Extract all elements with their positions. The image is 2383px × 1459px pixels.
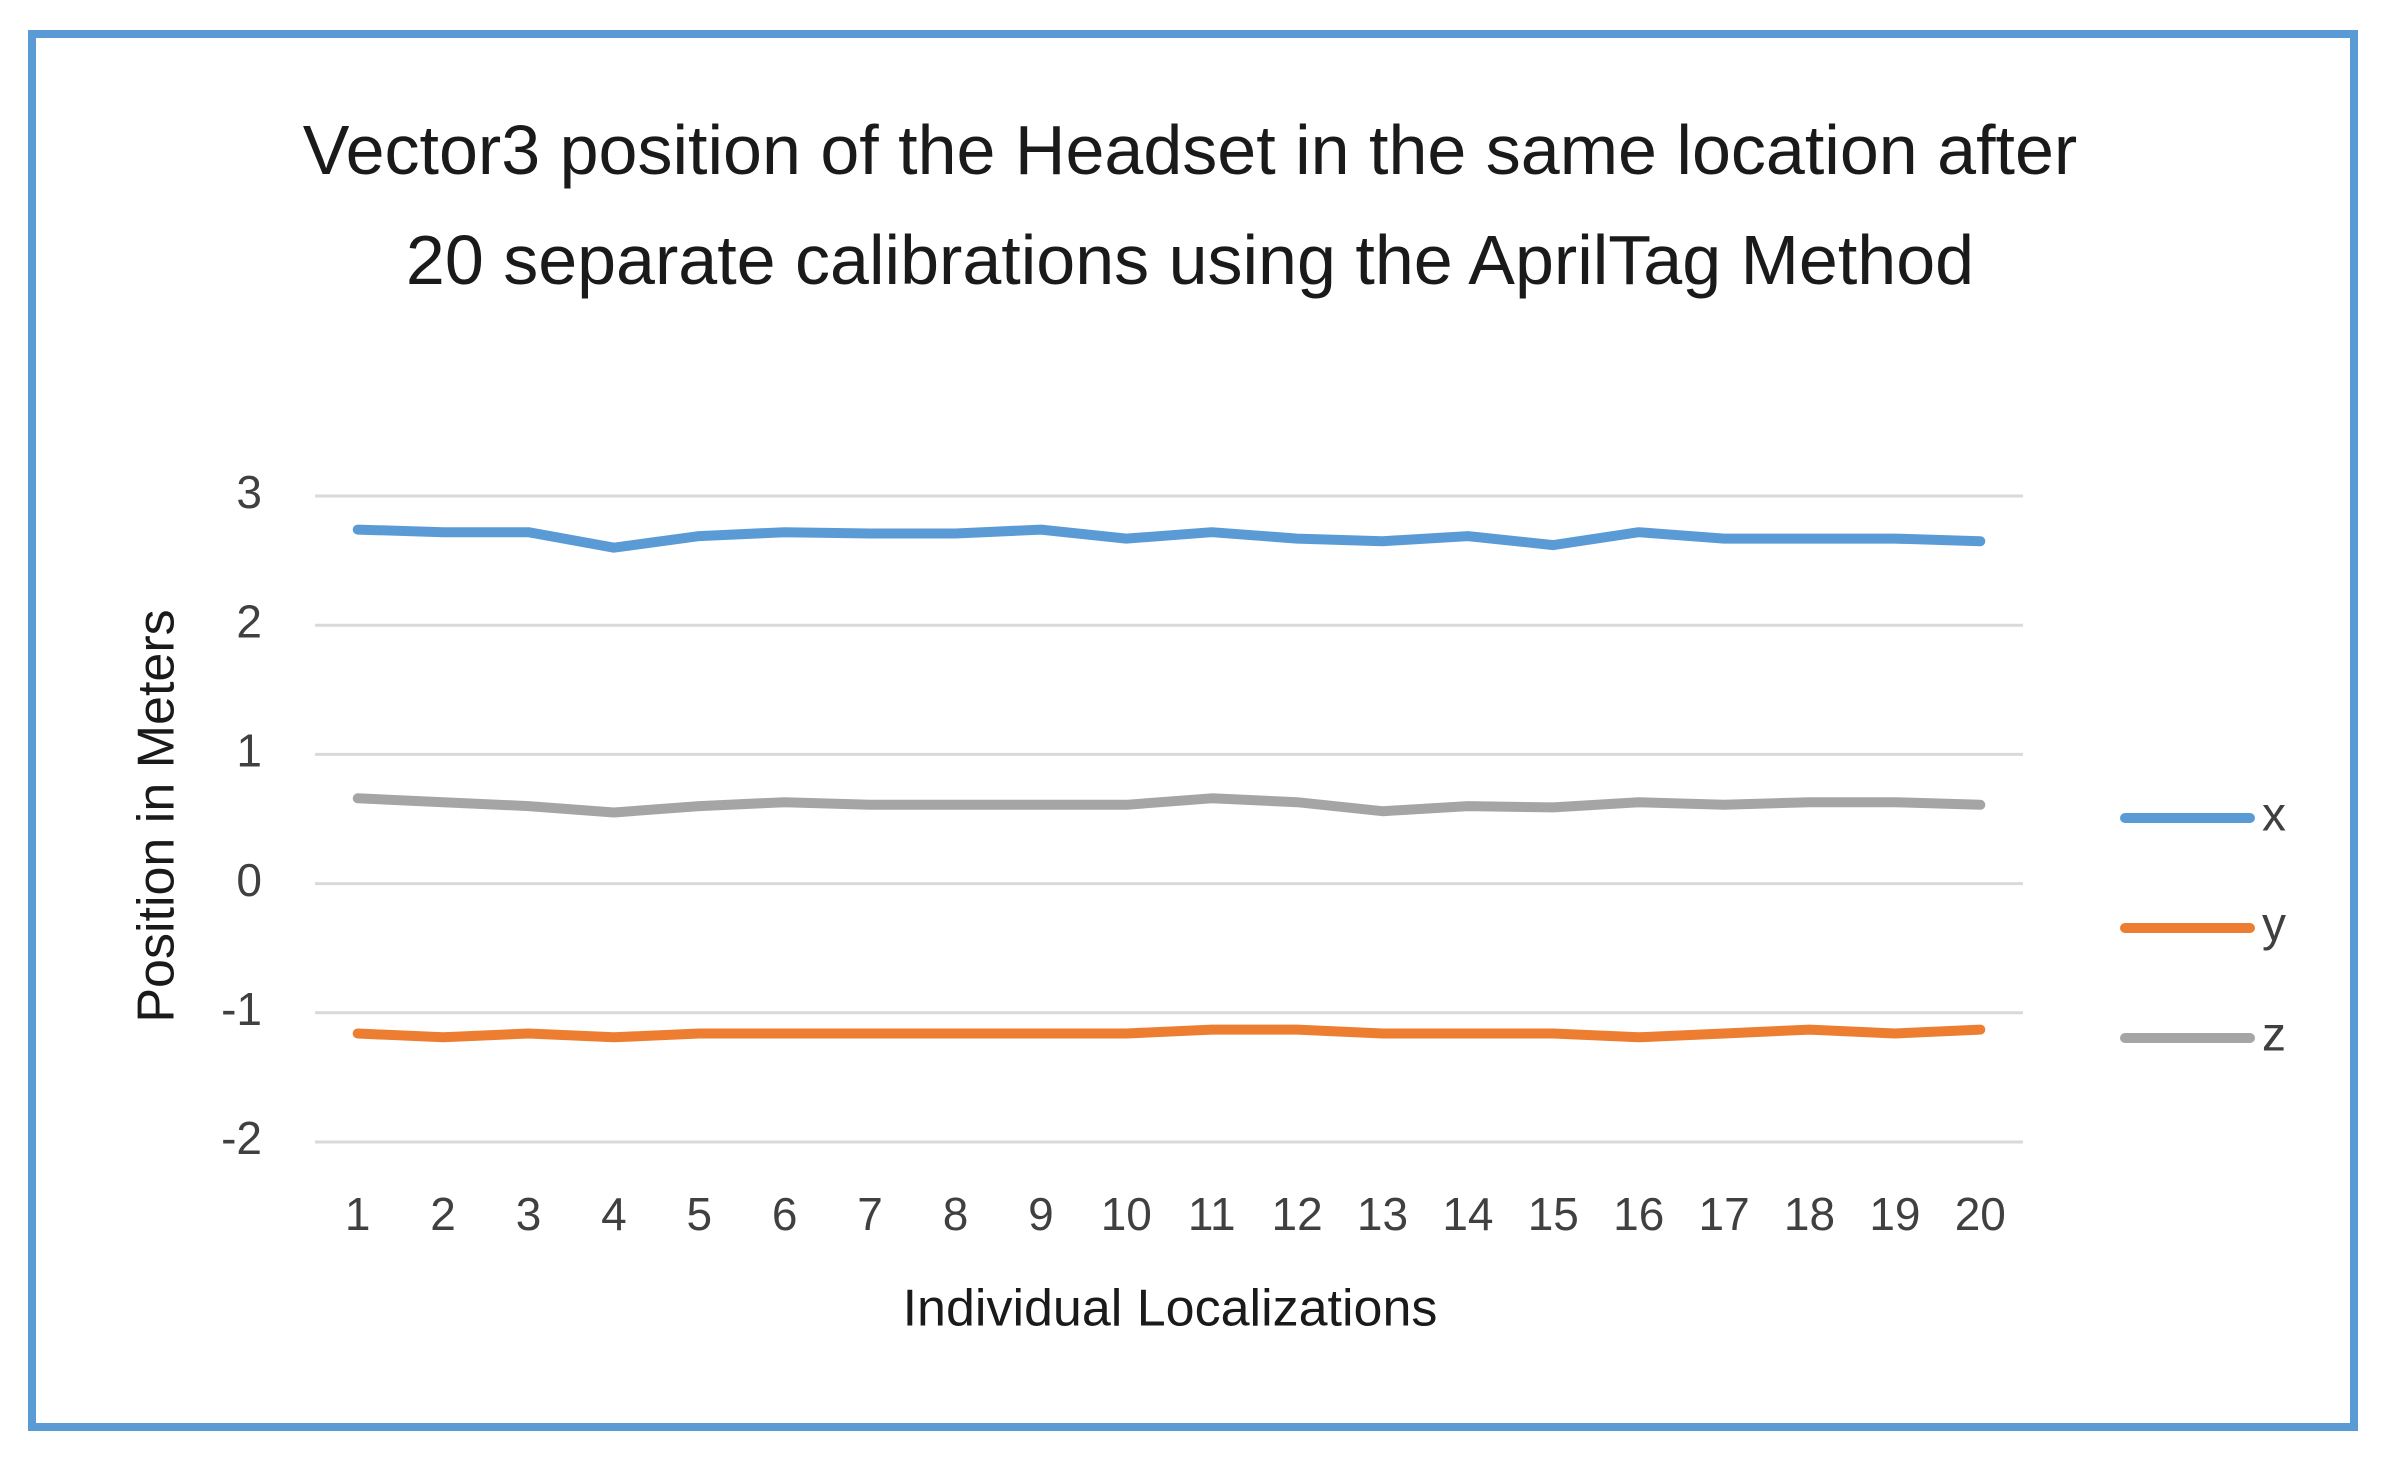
x-tick-label: 12 xyxy=(1272,1188,1323,1240)
x-tick-label: 6 xyxy=(772,1188,798,1240)
x-axis-title: Individual Localizations xyxy=(903,1280,1438,1338)
x-tick-label: 5 xyxy=(687,1188,713,1240)
x-tick-label: 13 xyxy=(1357,1188,1408,1240)
y-tick-label: 2 xyxy=(236,595,262,647)
legend-label: y xyxy=(2262,899,2286,952)
x-tick-label: 19 xyxy=(1869,1188,1920,1240)
x-tick-label: 4 xyxy=(601,1188,627,1240)
y-tick-label: 3 xyxy=(236,466,262,518)
series-line xyxy=(352,524,1986,553)
y-tick-label: -1 xyxy=(221,983,262,1035)
x-tick-label: 9 xyxy=(1028,1188,1054,1240)
y-tick-label: -2 xyxy=(221,1112,262,1164)
chart-title: Vector3 position of the Headset in the s… xyxy=(302,111,2078,299)
x-tick-label: 3 xyxy=(516,1188,542,1240)
series-line xyxy=(352,1024,1986,1043)
legend-label: x xyxy=(2262,789,2286,842)
y-tick-label: 0 xyxy=(236,854,262,906)
y-axis-title: Position in Meters xyxy=(128,609,186,1022)
x-tick-label: 7 xyxy=(857,1188,883,1240)
legend-label: z xyxy=(2262,1009,2286,1062)
x-tick-label: 1 xyxy=(345,1188,371,1240)
x-tick-label: 16 xyxy=(1613,1188,1664,1240)
x-tick-label: 10 xyxy=(1101,1188,1152,1240)
x-tick-label: 8 xyxy=(943,1188,969,1240)
x-tick-label: 17 xyxy=(1699,1188,1750,1240)
x-tick-label: 2 xyxy=(430,1188,456,1240)
frame xyxy=(28,30,2358,1431)
x-tick-label: 14 xyxy=(1442,1188,1493,1240)
x-tick-label: 11 xyxy=(1188,1188,1236,1240)
series-line xyxy=(352,793,1986,818)
x-tick-label: 20 xyxy=(1955,1188,2006,1240)
x-tick-label: 15 xyxy=(1528,1188,1579,1240)
x-tick-label: 18 xyxy=(1784,1188,1835,1240)
y-tick-label: 1 xyxy=(236,725,262,777)
